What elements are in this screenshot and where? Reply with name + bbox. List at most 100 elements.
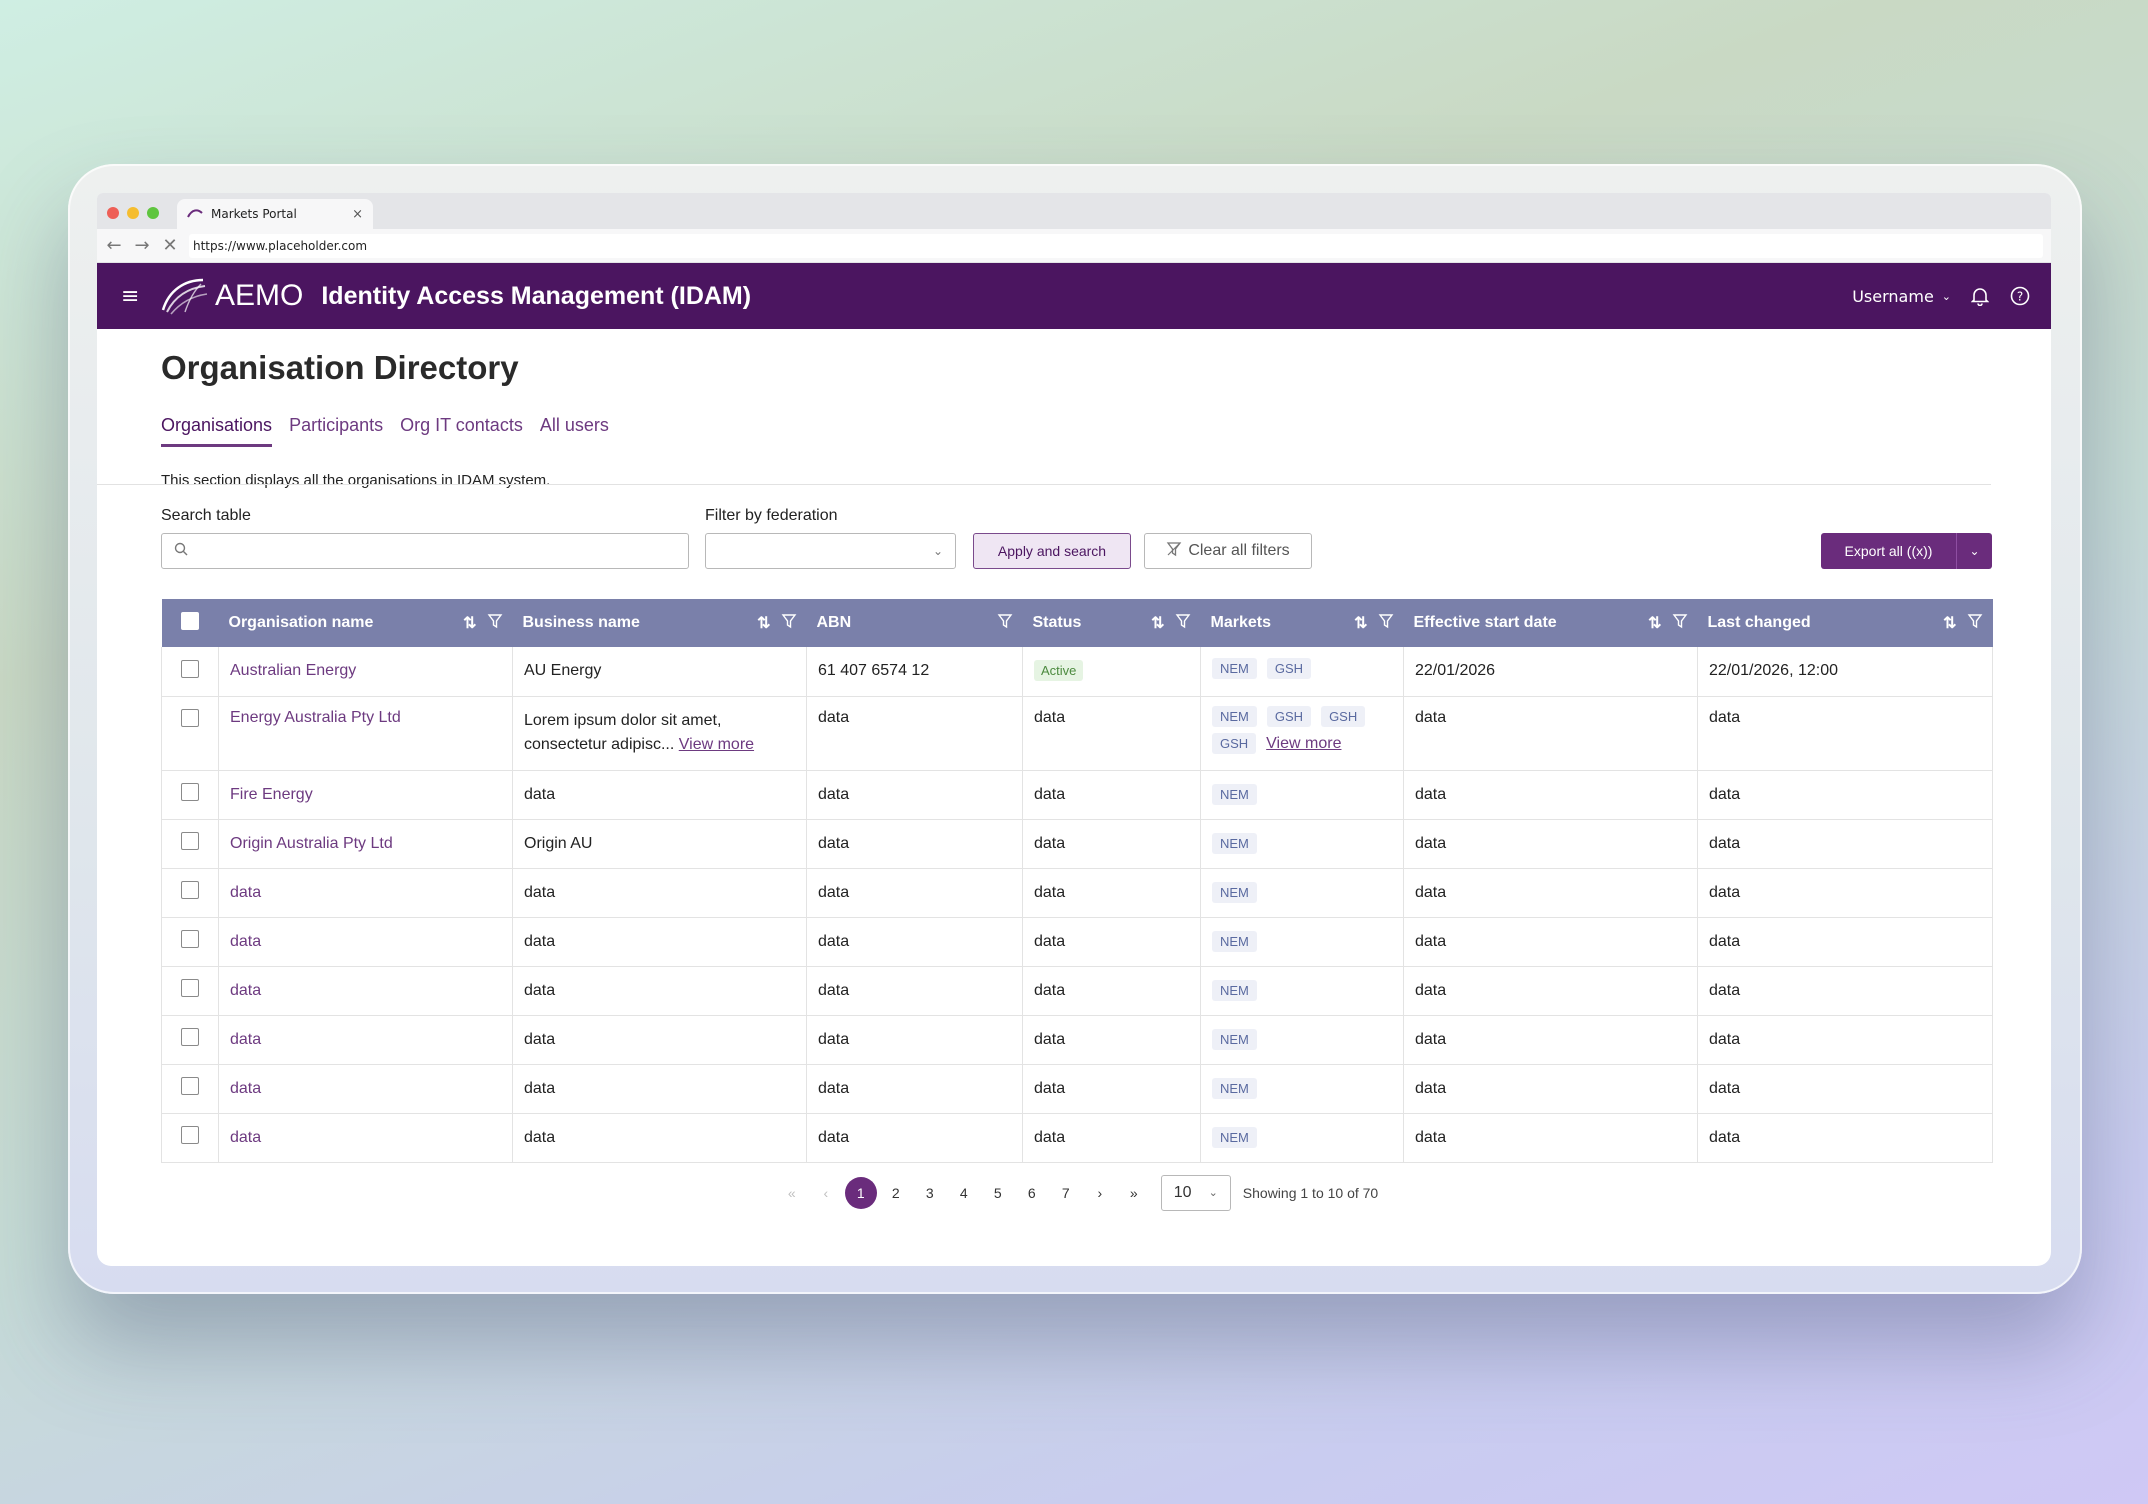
tab-organisations[interactable]: Organisations: [161, 415, 273, 447]
markets-cell: NEM: [1200, 1064, 1404, 1114]
forward-arrow-icon[interactable]: →: [134, 235, 150, 256]
sort-icon[interactable]: ⇅: [1354, 615, 1368, 632]
apply-and-search-button[interactable]: Apply and search: [973, 533, 1131, 569]
page-button[interactable]: 2: [891, 1184, 900, 1201]
page-button[interactable]: 7: [1061, 1184, 1070, 1201]
row-checkbox[interactable]: [181, 783, 199, 801]
market-badge: NEM: [1212, 705, 1257, 727]
federation-select[interactable]: ⌄: [705, 533, 956, 569]
markets-cell: NEM: [1200, 868, 1404, 918]
next-page-button[interactable]: ›: [1097, 1184, 1103, 1201]
abn-cell: data: [806, 696, 1023, 771]
org-name-link[interactable]: data: [230, 1128, 262, 1146]
table-row: Energy Australia Pty Ltd Lorem ipsum dol…: [161, 696, 1993, 771]
hamburger-menu-icon[interactable]: ≡: [121, 283, 140, 309]
row-checkbox[interactable]: [181, 1126, 199, 1144]
sort-icon[interactable]: ⇅: [1943, 615, 1957, 632]
filter-icon[interactable]: [997, 613, 1013, 634]
page-button[interactable]: 3: [925, 1184, 934, 1201]
export-all-label[interactable]: Export all ((x)): [1844, 543, 1933, 559]
page-size-value: 10: [1173, 1183, 1192, 1201]
filter-icon[interactable]: [781, 613, 797, 634]
address-bar: ← → ✕ https://www.placeholder.com: [97, 229, 2051, 263]
close-tab-icon[interactable]: ×: [352, 206, 363, 222]
aemo-logo[interactable]: AEMO: [159, 276, 303, 316]
row-checkbox[interactable]: [181, 881, 199, 899]
row-checkbox[interactable]: [181, 930, 199, 948]
bell-icon[interactable]: [1969, 285, 1991, 307]
row-select-cell: [161, 770, 219, 820]
tab-org-it-contacts[interactable]: Org IT contacts: [400, 415, 523, 435]
pagination: « ‹ 1 2 3 4 5 6 7 › » 10 ⌄ Showing 1 to …: [161, 1174, 1992, 1211]
start-date-cell: data: [1403, 1113, 1698, 1163]
view-more-link[interactable]: View more: [678, 735, 755, 753]
window-controls: [107, 207, 159, 219]
back-arrow-icon[interactable]: ←: [106, 235, 122, 256]
maximize-window-button[interactable]: [147, 207, 159, 219]
start-date-cell: data: [1403, 770, 1698, 820]
previous-page-button[interactable]: ‹: [823, 1184, 829, 1201]
row-select-cell: [161, 966, 219, 1016]
org-name-cell: Origin Australia Pty Ltd: [218, 819, 513, 869]
page-button[interactable]: 6: [1027, 1184, 1036, 1201]
filter-icon[interactable]: [1175, 613, 1191, 634]
org-name-link[interactable]: data: [230, 932, 262, 950]
row-checkbox[interactable]: [181, 708, 199, 727]
minimize-window-button[interactable]: [127, 207, 139, 219]
row-checkbox[interactable]: [181, 1077, 199, 1095]
filter-icon[interactable]: [1967, 613, 1983, 634]
username-label: Username: [1852, 286, 1934, 306]
page-button[interactable]: 5: [993, 1184, 1002, 1201]
export-all-button[interactable]: Export all ((x)) ⌄: [1821, 533, 1992, 569]
stop-loading-icon[interactable]: ✕: [162, 235, 178, 256]
start-date-cell: data: [1403, 696, 1698, 771]
search-input[interactable]: [161, 533, 689, 569]
tab-participants[interactable]: Participants: [289, 415, 384, 435]
main-content: Organisation Directory Organisations Par…: [97, 349, 2051, 1211]
clear-all-filters-button[interactable]: Clear all filters: [1144, 533, 1312, 569]
sort-icon[interactable]: ⇅: [757, 615, 771, 632]
org-name-link[interactable]: data: [230, 1030, 262, 1048]
close-window-button[interactable]: [107, 207, 119, 219]
row-checkbox[interactable]: [181, 1028, 199, 1046]
row-checkbox[interactable]: [181, 659, 199, 678]
user-menu[interactable]: Username ⌄: [1852, 287, 1951, 306]
clear-all-filters-label: Clear all filters: [1188, 542, 1290, 559]
page-size-select[interactable]: 10 ⌄: [1160, 1174, 1231, 1211]
org-name-link[interactable]: data: [230, 1079, 262, 1097]
export-options-chevron-icon[interactable]: ⌄: [1956, 533, 1992, 569]
tab-all-users[interactable]: All users: [539, 415, 609, 435]
first-page-button[interactable]: «: [787, 1184, 796, 1201]
org-name-link[interactable]: Energy Australia Pty Ltd: [230, 708, 401, 726]
row-checkbox[interactable]: [181, 979, 199, 997]
url-field[interactable]: https://www.placeholder.com: [189, 233, 2043, 258]
filter-icon[interactable]: [487, 613, 503, 634]
filter-icon[interactable]: [1672, 613, 1688, 634]
column-header: ABN: [806, 599, 1023, 647]
view-more-link[interactable]: View more: [1266, 734, 1342, 752]
page-button[interactable]: 4: [959, 1184, 968, 1201]
markets-cell: NEM GSH GSH GSH View more: [1200, 696, 1404, 771]
status-cell: data: [1022, 696, 1201, 771]
org-name-link[interactable]: Fire Energy: [230, 785, 313, 803]
org-name-link[interactable]: Australian Energy: [230, 662, 357, 680]
select-all-checkbox[interactable]: [181, 611, 199, 630]
row-checkbox[interactable]: [181, 832, 199, 850]
table-row: data data data data NEM data data: [161, 917, 1993, 967]
sort-icon[interactable]: ⇅: [1648, 615, 1662, 632]
last-changed-cell: data: [1697, 770, 1993, 820]
org-name-link[interactable]: data: [230, 981, 262, 999]
start-date-cell: data: [1403, 1015, 1698, 1065]
org-name-link[interactable]: data: [230, 883, 262, 901]
column-label: Last changed: [1707, 614, 1811, 631]
filter-icon[interactable]: [1378, 613, 1394, 634]
browser-tab[interactable]: Markets Portal ×: [177, 199, 373, 229]
org-name-link[interactable]: Origin Australia Pty Ltd: [230, 834, 393, 852]
sort-icon[interactable]: ⇅: [463, 615, 477, 632]
sort-icon[interactable]: ⇅: [1151, 615, 1165, 632]
page-button-current[interactable]: 1: [844, 1176, 877, 1209]
start-date-cell: data: [1403, 917, 1698, 967]
row-select-cell: [161, 917, 219, 967]
help-icon[interactable]: ?: [2009, 285, 2031, 307]
last-page-button[interactable]: »: [1129, 1184, 1138, 1201]
